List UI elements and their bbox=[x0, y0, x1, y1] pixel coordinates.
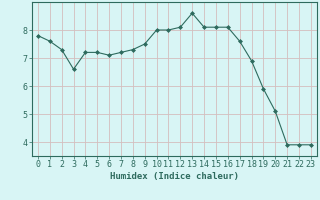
X-axis label: Humidex (Indice chaleur): Humidex (Indice chaleur) bbox=[110, 172, 239, 181]
